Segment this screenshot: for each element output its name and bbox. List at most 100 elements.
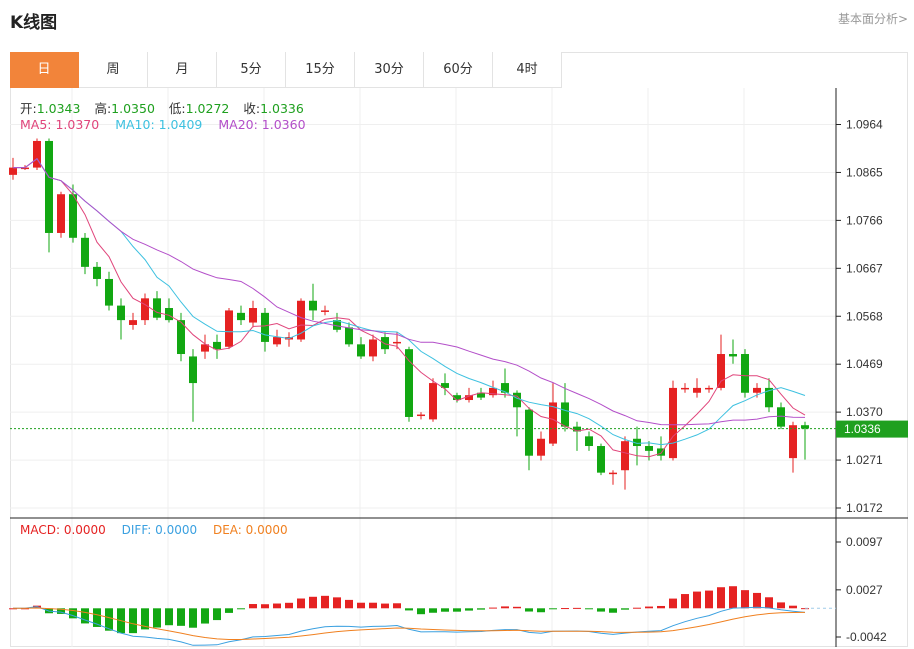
macd-histogram-bar bbox=[93, 608, 101, 627]
current-price-label: 1.0336 bbox=[844, 422, 881, 436]
candle-body bbox=[681, 387, 689, 390]
macd-histogram-bar bbox=[777, 602, 785, 609]
period-tabs: 日 周 月 5分 15分 30分 60分 4时 bbox=[10, 52, 562, 88]
dea-value: DEA: 0.0000 bbox=[212, 523, 288, 537]
macd-histogram-bar bbox=[417, 608, 425, 615]
macd-histogram-bar bbox=[213, 608, 221, 621]
macd-histogram-bar bbox=[129, 608, 137, 634]
macd-histogram-bar bbox=[405, 608, 413, 611]
ma-legend: MA5: 1.0370 MA10: 1.0409 MA20: 1.0360 bbox=[20, 117, 306, 132]
candle-body bbox=[609, 472, 617, 475]
candle-body bbox=[189, 356, 197, 384]
price-tick-label: 1.0370 bbox=[846, 405, 883, 419]
macd-histogram-bar bbox=[369, 602, 377, 609]
macd-histogram-bar bbox=[225, 608, 233, 613]
low-value: 1.0272 bbox=[185, 101, 230, 116]
macd-histogram-bar bbox=[285, 602, 293, 609]
macd-histogram-bar bbox=[441, 608, 449, 612]
price-tick-label: 1.0172 bbox=[846, 501, 883, 515]
candle-body bbox=[729, 354, 737, 357]
candle-body bbox=[561, 402, 569, 427]
candle-body bbox=[9, 167, 17, 175]
candle-body bbox=[261, 312, 269, 342]
macd-histogram-bar bbox=[165, 608, 173, 626]
candle-body bbox=[477, 392, 485, 398]
page-title: K线图 bbox=[10, 13, 58, 33]
ma5-legend: MA5: 1.0370 bbox=[20, 117, 100, 132]
macd-histogram-bar bbox=[657, 605, 665, 609]
candle-body bbox=[393, 341, 401, 344]
price-tick-label: 1.0271 bbox=[846, 453, 883, 467]
macd-histogram-bar bbox=[765, 597, 773, 609]
candle-body bbox=[429, 383, 437, 420]
candle-body bbox=[345, 327, 353, 345]
candle-body bbox=[465, 395, 473, 401]
fundamental-analysis-link[interactable]: 基本面分析> bbox=[837, 12, 908, 26]
candle-body bbox=[237, 312, 245, 321]
candle-body bbox=[573, 426, 581, 432]
candle-body bbox=[693, 387, 701, 393]
candle-body bbox=[213, 341, 221, 350]
high-label: 高: bbox=[94, 101, 112, 116]
candle-body bbox=[177, 320, 185, 355]
macd-histogram-bar bbox=[429, 608, 437, 613]
candle-body bbox=[801, 425, 809, 429]
macd-histogram-bar bbox=[345, 599, 353, 609]
macd-histogram-bar bbox=[321, 595, 329, 609]
macd-histogram-bar bbox=[261, 604, 269, 609]
close-value: 1.0336 bbox=[260, 101, 304, 116]
tab-month[interactable]: 月 bbox=[148, 52, 217, 88]
macd-histogram-bar bbox=[537, 608, 545, 613]
macd-histogram-bar bbox=[753, 592, 761, 609]
macd-histogram-bar bbox=[453, 608, 461, 612]
macd-histogram-bar bbox=[81, 608, 89, 624]
macd-histogram-bar bbox=[465, 608, 473, 611]
candle-body bbox=[441, 383, 449, 388]
candle-body bbox=[621, 441, 629, 471]
candle-body bbox=[69, 194, 77, 238]
candle-body bbox=[81, 237, 89, 267]
candle-body bbox=[297, 300, 305, 340]
tab-4hour[interactable]: 4时 bbox=[493, 52, 562, 88]
tab-week[interactable]: 周 bbox=[79, 52, 148, 88]
macd-histogram-bar bbox=[585, 608, 593, 610]
macd-histogram-bar bbox=[201, 608, 209, 624]
tab-30min[interactable]: 30分 bbox=[355, 52, 424, 88]
candle-body bbox=[777, 407, 785, 427]
macd-legend: MACD: 0.0000 DIFF: 0.0000 DEA: 0.0000 bbox=[20, 523, 288, 537]
macd-histogram-bar bbox=[69, 608, 77, 619]
macd-histogram-bar bbox=[597, 608, 605, 612]
macd-histogram-bar bbox=[525, 608, 533, 612]
high-value: 1.0350 bbox=[111, 101, 155, 116]
candle-body bbox=[357, 344, 365, 357]
candle-body bbox=[21, 167, 29, 170]
tab-60min[interactable]: 60分 bbox=[424, 52, 493, 88]
close-label: 收: bbox=[243, 101, 261, 116]
macd-histogram-bar bbox=[573, 607, 581, 609]
macd-histogram-bar bbox=[309, 596, 317, 609]
macd-histogram-bar bbox=[57, 608, 65, 614]
price-tick-label: 1.0469 bbox=[846, 357, 883, 371]
macd-histogram-bar bbox=[681, 594, 689, 609]
current-price-marker bbox=[836, 420, 908, 438]
macd-histogram-bar bbox=[645, 606, 653, 609]
candle-body bbox=[513, 392, 521, 408]
tab-15min[interactable]: 15分 bbox=[286, 52, 355, 88]
tab-day[interactable]: 日 bbox=[10, 52, 79, 88]
macd-histogram-bar bbox=[249, 604, 257, 609]
candle-body bbox=[405, 349, 413, 417]
macd-histogram-bar bbox=[141, 608, 149, 630]
price-tick-label: 1.0964 bbox=[846, 118, 883, 132]
macd-histogram-bar bbox=[501, 606, 509, 609]
candle-body bbox=[669, 387, 677, 459]
tab-5min[interactable]: 5分 bbox=[217, 52, 286, 88]
macd-histogram-bar bbox=[297, 598, 305, 609]
macd-tick-label: -0.0042 bbox=[846, 630, 887, 644]
macd-histogram-bar bbox=[333, 597, 341, 609]
price-tick-label: 1.0568 bbox=[846, 309, 883, 323]
candle-body bbox=[369, 339, 377, 357]
price-tick-label: 1.0667 bbox=[846, 261, 883, 275]
candle-body bbox=[225, 310, 233, 347]
ohlc-readout: 开:1.0343 高:1.0350 低:1.0272 收:1.0336 bbox=[20, 98, 314, 117]
